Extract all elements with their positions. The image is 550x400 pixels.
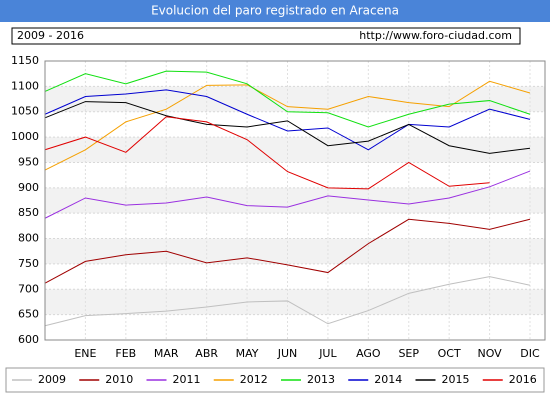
y-tick-label: 950 — [18, 155, 39, 168]
y-tick-label: 800 — [18, 232, 39, 245]
legend-label: 2016 — [509, 373, 537, 386]
y-tick-label: 1100 — [11, 79, 39, 92]
legend-label: 2014 — [374, 373, 402, 386]
series-line — [44, 170, 531, 219]
legend-label: 2015 — [442, 373, 470, 386]
x-tick-label: JUL — [318, 347, 337, 360]
x-tick-label: DIC — [520, 347, 540, 360]
x-tick-label: OCT — [438, 347, 461, 360]
series-line — [44, 89, 531, 151]
legend-label: 2011 — [173, 373, 201, 386]
y-tick-label: 750 — [18, 257, 39, 270]
x-tick-label: ENE — [74, 347, 96, 360]
y-tick-label: 900 — [18, 181, 39, 194]
series-line — [44, 70, 531, 128]
legend-label: 2013 — [307, 373, 335, 386]
x-tick-label: NOV — [477, 347, 502, 360]
y-tick-label: 1150 — [11, 54, 39, 67]
x-tick-label: JUN — [277, 347, 298, 360]
subheader-box — [11, 27, 521, 45]
legend-label: 2012 — [240, 373, 268, 386]
source: http://www.foro-ciudad.com — [359, 29, 512, 42]
subtitle: 2009 - 2016 — [17, 29, 84, 42]
x-tick-label: MAR — [154, 347, 179, 360]
series-line — [44, 276, 531, 327]
y-tick-label: 650 — [18, 308, 39, 321]
grid-band — [45, 289, 545, 315]
y-tick-label: 1050 — [11, 105, 39, 118]
plot-border — [44, 60, 546, 341]
title-bar — [0, 0, 550, 22]
y-tick-label: 700 — [18, 282, 39, 295]
y-tick-label: 1000 — [11, 130, 39, 143]
chart-title: Evolucion del paro registrado en Aracena — [151, 4, 399, 18]
y-tick-label: 850 — [18, 206, 39, 219]
x-tick-label: MAY — [236, 347, 259, 360]
y-tick-label: 600 — [18, 333, 39, 346]
x-tick-label: FEB — [115, 347, 136, 360]
grid-band — [45, 187, 545, 214]
x-tick-label: AGO — [356, 347, 381, 360]
series-line — [44, 80, 531, 171]
legend-box — [5, 367, 545, 393]
series-line — [44, 218, 531, 284]
x-tick-label: ABR — [195, 347, 218, 360]
legend-label: 2010 — [105, 373, 133, 386]
x-tick-label: SEP — [398, 347, 419, 360]
grid-band — [45, 86, 545, 112]
series-line — [44, 101, 531, 154]
series-line — [44, 116, 490, 190]
grid-band — [45, 238, 545, 264]
legend-label: 2009 — [38, 373, 66, 386]
